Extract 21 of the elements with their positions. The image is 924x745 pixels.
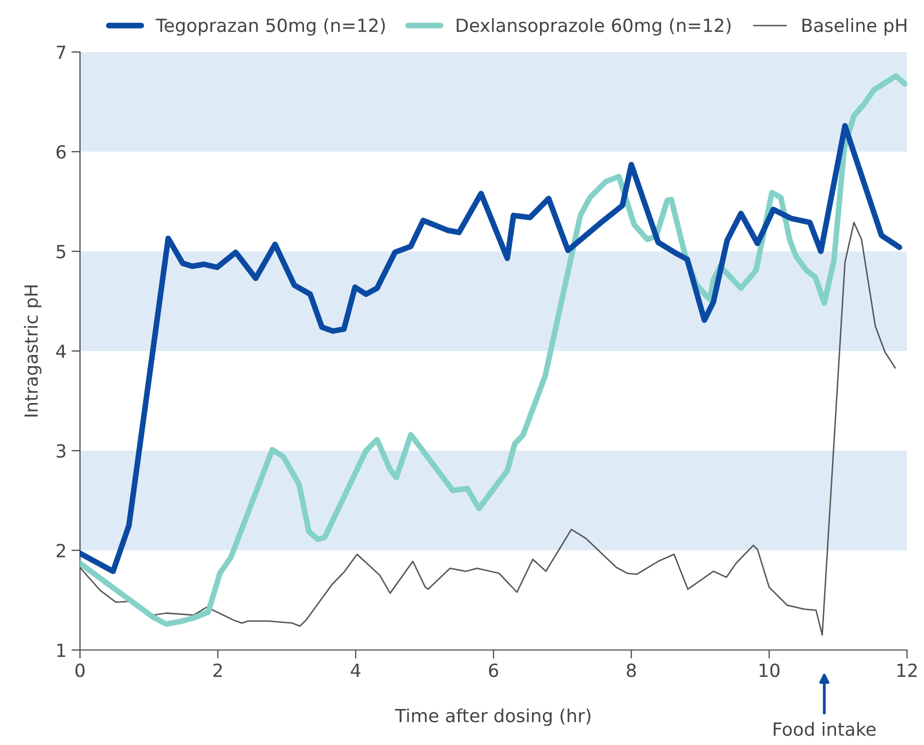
y-tick-label: 5 [56,245,66,258]
x-tick-label: 10 [760,664,780,678]
line-series [80,222,896,636]
legend-label: Baseline pH [802,18,906,36]
x-tick-label: 12 [897,664,917,677]
legend-label: Dexlansoprazole 60mg (n=12) [456,18,731,36]
y-tick-label: 3 [56,444,66,458]
y-tick-label: 1 [57,644,66,657]
x-tick-label: 0 [75,664,85,678]
y-axis-title: Intragastric pH [24,286,42,416]
y-tick-label: 4 [56,344,66,358]
x-tick-label: 8 [626,664,636,678]
text: Food intake [774,722,876,736]
x-tick-label: 6 [489,664,498,678]
legend-label: Tegoprazan 50mg (n=12) [156,18,385,36]
x-axis-title: Time after dosing (hr) [394,708,590,726]
x-tick-label: 2 [213,664,222,677]
y-tick-label: 7 [56,46,66,59]
x-tick-label: 4 [350,664,360,677]
y-tick-label: 2 [56,544,65,558]
y-tick-label: 6 [56,145,66,159]
